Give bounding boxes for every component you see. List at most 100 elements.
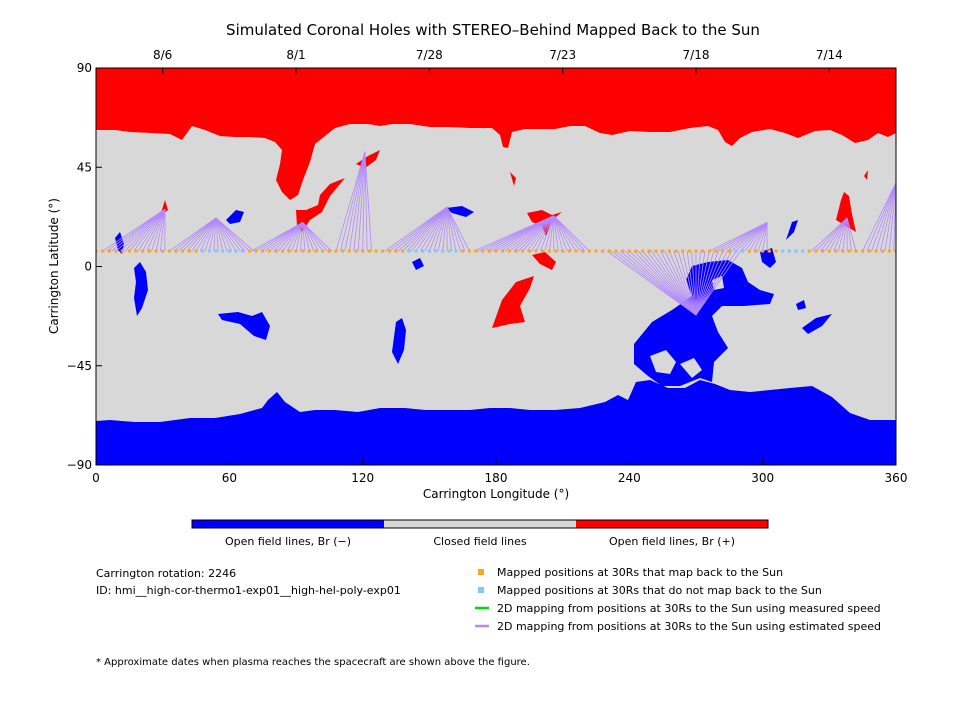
unmapped-point [241,249,245,253]
closed-island [680,358,702,378]
mapped-point [521,249,525,253]
date-tick-label: 8/6 [153,48,172,62]
mapping-line [811,217,848,252]
mapping-line [548,215,555,252]
mapped-point [827,249,831,253]
mapping-line [437,206,448,252]
mapped-point [141,249,145,253]
mapped-point [527,249,531,253]
negative-coronal-hole [226,210,244,224]
mapped-point [574,249,578,253]
mapping-line [215,217,232,252]
mapping-line [686,251,697,316]
unmapped-point [414,249,418,253]
mapping-line [871,182,896,252]
mapping-line [553,215,564,252]
mapped-point [134,249,138,253]
unmapped-point [454,249,458,253]
x-axis-label: Carrington Longitude (°) [423,487,569,501]
mapping-line [695,250,741,316]
mapped-point [641,249,645,253]
mapping-line [722,222,768,252]
mapped-point [361,249,365,253]
mapping-line [513,215,555,252]
mapped-point [727,249,731,253]
mapping-line [208,217,217,252]
mapped-point [601,249,605,253]
mapping-line [302,222,310,252]
mapping-line [273,222,303,252]
mapping-line [215,217,228,252]
mapped-point [647,249,651,253]
mapped-point [534,249,538,253]
unmapped-point [734,249,738,253]
unmapped-point [741,249,745,253]
mapping-line [291,222,304,252]
mapping-line [695,250,719,316]
mapping-line [111,208,166,252]
unmapped-point [781,249,785,253]
unmapped-point [434,249,438,253]
mapping-line [535,215,555,252]
color-bar-frame [191,519,769,529]
mapping-line [837,217,848,252]
mapping-line [695,250,724,316]
mapping-line [504,215,555,252]
north-polar-coronal-hole [96,68,896,200]
unmapped-point [214,249,218,253]
x-tick-label: 300 [751,471,774,485]
positive-coronal-hole [864,170,868,180]
mapped-point [547,249,551,253]
south-polar-coronal-hole [96,380,896,465]
mapped-point [721,249,725,253]
mapping-line [340,151,366,252]
mapping-line [106,208,166,252]
mapping-line [433,206,448,252]
mapping-line [637,250,697,316]
mapped-point [514,249,518,253]
color-bar-segment [192,520,384,528]
mapping-line [553,215,568,252]
mapped-point [681,249,685,253]
mapping-line [186,217,217,252]
mapping-line [295,222,304,252]
mapped-point [634,249,638,253]
mapping-line [446,206,470,252]
mapped-point [327,249,331,253]
mapping-line [402,206,448,252]
trajectory-points [96,249,896,253]
mapped-point [894,249,896,253]
mapped-point [621,249,625,253]
mapping-line [446,206,466,252]
mapping-line [509,215,555,252]
mapped-point [321,249,325,253]
positive-coronal-hole [492,276,534,328]
y-tick-label: −45 [67,359,92,373]
mapping-line [668,250,697,316]
legend-label: Mapped positions at 30Rs that do not map… [497,584,822,597]
mapping-line [748,222,768,252]
mapping-line [615,250,697,316]
mapping-line [428,206,448,252]
mapped-point [367,249,371,253]
mapped-point [114,249,118,253]
x-tick-label: 60 [222,471,237,485]
mapping-line [384,206,448,252]
mapping-line [302,222,328,252]
map-layer [96,68,896,465]
mapping-line [397,206,448,252]
mapping-line [335,151,366,252]
mapping-line [282,222,303,252]
mapped-point [867,249,871,253]
mapping-line [544,215,555,252]
date-tick-label: 7/28 [416,48,443,62]
model-id-label: ID: hmi__high-cor-thermo1-exp01__high-he… [96,584,401,597]
mapping-line [553,215,559,252]
negative-coronal-hole [218,312,270,340]
mapped-point [834,249,838,253]
mapping-line [129,208,166,252]
mapping-line [611,250,697,316]
mapped-point [401,249,405,253]
mapping-line [420,206,448,252]
mapping-line [651,250,697,316]
